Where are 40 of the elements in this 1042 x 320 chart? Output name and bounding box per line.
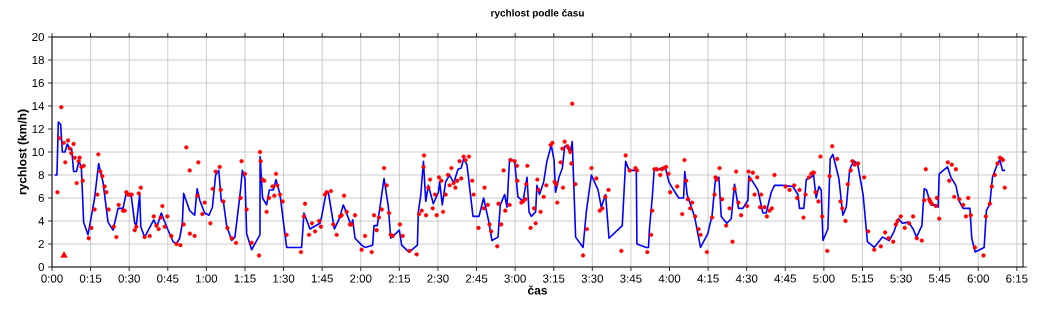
y-tick-label: 10	[32, 147, 45, 157]
x-tick-label: 5:15	[851, 274, 874, 283]
y-tick-label: 6	[38, 193, 44, 203]
y-tick-label: 12	[32, 124, 44, 134]
x-tick-label: 4:15	[697, 274, 719, 283]
x-tick-label: 4:30	[735, 274, 758, 283]
x-tick-label: 3:15	[542, 274, 565, 283]
x-tick-label: 1:45	[311, 274, 333, 283]
y-tick-label: 16	[32, 78, 44, 88]
x-tick-label: 0:30	[118, 274, 140, 283]
x-tick-label: 4:00	[658, 274, 681, 283]
x-tick-label: 6:00	[967, 274, 989, 283]
y-tick-label: 20	[32, 32, 45, 42]
x-axis-title: čas	[527, 285, 548, 295]
x-tick-label: 0:15	[79, 274, 102, 283]
x-tick-label: 3:30	[581, 274, 604, 283]
x-tick-label: 3:00	[504, 274, 526, 283]
x-tick-label: 2:30	[427, 274, 449, 283]
x-tick-label: 5:45	[928, 274, 951, 283]
x-tick-label: 5:30	[890, 274, 912, 283]
y-tick-label: 4	[38, 217, 45, 225]
x-tick-label: 1:30	[273, 274, 295, 283]
x-tick-label: 2:00	[350, 274, 372, 283]
x-tick-label: 2:15	[388, 274, 411, 283]
x-tick-label: 0:45	[157, 274, 179, 283]
y-tick-label: 0	[38, 262, 45, 272]
y-axis-title: rychlost (km/h)	[17, 109, 29, 195]
x-tick-label: 3:45	[620, 274, 642, 283]
y-tick-label: 2	[38, 239, 44, 249]
y-tick-label: 18	[32, 55, 44, 65]
x-tick-label: 2:45	[465, 274, 488, 283]
y-tick-label: 8	[38, 170, 44, 180]
x-tick-label: 6:15	[1006, 274, 1028, 283]
y-tick-label: 14	[32, 102, 45, 110]
x-tick-label: 4:45	[774, 274, 796, 283]
x-tick-label: 1:15	[234, 274, 256, 283]
chart-title: rychlost podle času	[491, 8, 584, 19]
x-tick-label: 0:00	[41, 274, 63, 283]
x-tick-label: 1:00	[196, 274, 218, 283]
x-tick-label: 5:00	[813, 274, 835, 283]
